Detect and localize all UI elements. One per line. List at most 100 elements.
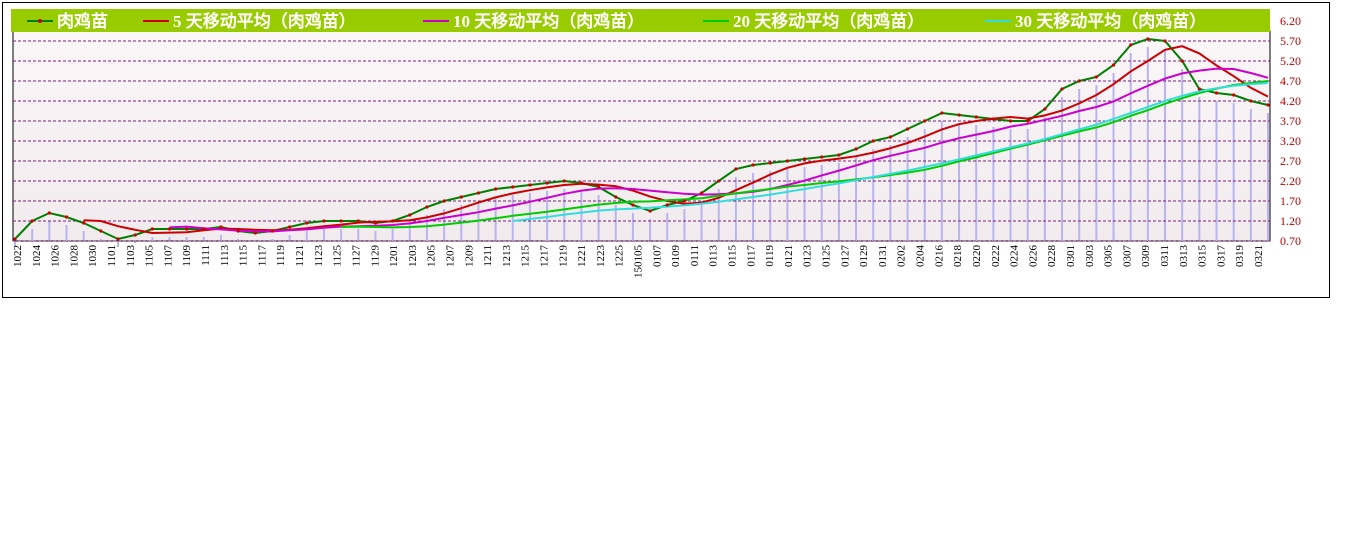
x-tick-label: 0315 [1197,245,1209,268]
price-point [185,227,189,231]
x-tick-label: 0216 [933,245,945,268]
x-tick-label: 0121 [783,245,795,267]
x-tick-label: 1115 [238,245,250,267]
legend-label: 5 天移动平均（肉鸡苗） [173,11,356,31]
x-tick-label: 1103 [125,245,137,267]
price-point [408,213,412,217]
price-point [167,227,172,231]
x-tick-label: 1125 [332,245,344,267]
legend-label: 30 天移动平均（肉鸡苗） [1015,11,1206,31]
legend-label: 10 天移动平均（肉鸡苗） [453,11,644,31]
x-tick-label: 0222 [990,245,1002,267]
x-tick-label: 0226 [1027,245,1039,268]
price-point [1146,37,1150,41]
price-point [871,139,875,143]
x-tick-label: 0309 [1140,245,1152,268]
price-point [1163,39,1167,43]
legend-label: 20 天移动平均（肉鸡苗） [733,11,924,31]
x-tick-label: 1119 [275,245,287,267]
x-tick-label: 0228 [1046,245,1058,268]
x-tick-label: 0301 [1065,245,1077,267]
series-line [341,80,1269,229]
price-point [905,127,910,131]
price-point [1043,107,1047,111]
price-point [30,219,34,223]
price-point [1060,87,1064,91]
price-point [1232,93,1236,97]
y-tick-label: 1.20 [1280,214,1301,228]
x-tick-label: 1127 [350,245,362,267]
x-tick-label: 0317 [1215,245,1227,268]
price-point [1197,87,1201,91]
plot-background [12,30,1271,242]
y-tick-label: 3.70 [1280,114,1301,128]
x-tick-label: 0115 [727,245,739,267]
price-point [1249,99,1253,103]
x-tick-label: 0307 [1121,245,1133,268]
x-tick-label: 1129 [369,245,381,267]
x-axis-ticks: 1022 1024 1026 1028 1030 1101 1103 1105 1107 1109… [12,245,1265,279]
price-point [253,231,257,235]
x-tick-label: 1215 [520,245,532,268]
x-tick-label: 0123 [802,245,814,268]
price-point [1180,59,1184,63]
price-point [957,113,961,117]
price-point [425,205,429,209]
x-tick-label: 0127 [839,245,851,268]
x-tick-label: 1024 [31,245,43,268]
legend-bar [11,9,1270,32]
x-tick-label: 0319 [1234,245,1246,268]
x-tick-label: 1123 [313,245,325,267]
x-tick-label: 0131 [877,245,889,267]
series-line [512,82,1269,222]
x-tick-label: 1223 [595,245,607,268]
price-point [785,159,789,163]
price-point [116,237,120,241]
x-tick-label: 0224 [1009,245,1021,268]
price-point [1094,75,1098,79]
x-tick-label: 1219 [557,245,569,268]
y-tick-label: 4.20 [1280,94,1301,108]
price-point [305,221,309,225]
x-tick-label: 1201 [388,245,400,267]
x-tick-label: 1221 [576,245,588,267]
x-tick-label: 0111 [689,245,701,266]
price-point [82,221,86,225]
price-point [99,229,103,233]
x-tick-label: 0220 [971,245,983,268]
price-point [991,117,995,121]
price-point [64,215,69,219]
x-tick-label: 1022 [12,245,24,267]
price-point [820,155,824,159]
price-point [717,179,721,183]
x-tick-label: 0313 [1178,245,1190,268]
price-point [631,203,635,207]
x-tick-label: 1209 [463,245,475,268]
x-tick-label: 1113 [219,245,231,267]
x-tick-label: 1107 [162,245,174,267]
x-tick-label: 1217 [538,245,550,268]
x-tick-label: 1117 [256,245,268,267]
x-tick-label: 0125 [821,245,833,268]
price-point [442,199,446,203]
price-point [1111,63,1116,67]
x-tick-label: 0107 [651,245,663,268]
x-tick-label: 0321 [1253,245,1265,267]
x-tick-label: 1111 [200,245,212,266]
legend-label: 肉鸡苗 [57,11,108,31]
x-tick-label: 1225 [614,245,626,268]
x-tick-label: 1026 [50,245,62,268]
x-tick-label: 0113 [708,245,720,267]
x-tick-label: 0119 [764,245,776,267]
y-tick-label: 5.70 [1280,34,1301,48]
price-point [837,153,841,157]
price-point [1214,91,1219,95]
price-point [511,185,515,189]
line-chart: 6.20 5.70 5.20 4.70 4.20 3.70 3.20 2.70 2.20 1.70… [11,9,1301,279]
x-tick-label: 1121 [294,245,306,267]
x-tick-label: 0117 [745,245,757,267]
price-point [270,229,275,233]
price-point [150,227,154,231]
price-point [888,135,892,139]
price-point [1129,43,1133,47]
